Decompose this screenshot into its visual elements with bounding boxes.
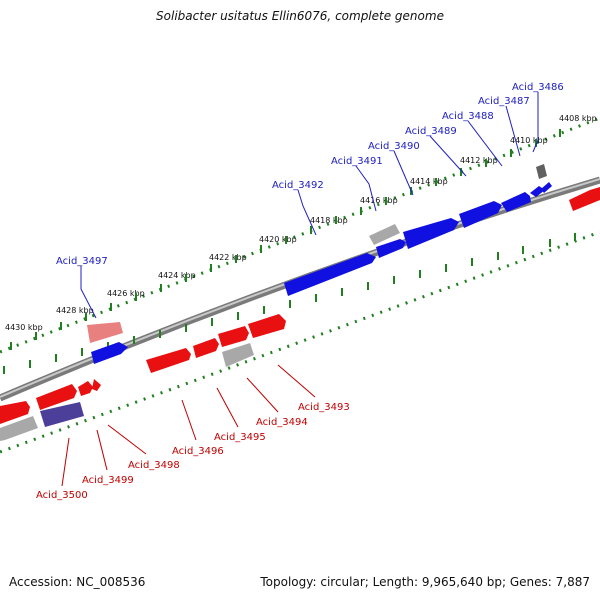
gene-acid-3491 xyxy=(376,239,406,258)
tick-label-4430: 4430 kbp xyxy=(5,323,43,332)
gene-acid-3489 xyxy=(459,201,502,228)
tick-label-4410: 4410 kbp xyxy=(510,136,548,145)
tick-label-4408: 4408 kbp xyxy=(559,114,597,123)
label-acid-3486: Acid_3486 xyxy=(512,82,564,93)
label-acid-3494: Acid_3494 xyxy=(256,417,308,428)
label-acid-3493: Acid_3493 xyxy=(298,402,350,413)
label-acid-3492: Acid_3492 xyxy=(272,180,324,191)
gene-acid-3492 xyxy=(284,253,376,296)
label-acid-3495: Acid_3495 xyxy=(214,432,266,443)
label-acid-3490: Acid_3490 xyxy=(368,141,420,152)
tick-label-4414: 4414 kbp xyxy=(410,177,448,186)
gene-acid-3498 xyxy=(78,381,93,396)
gene-acid-3497 xyxy=(91,342,128,364)
gene-rna-3500b xyxy=(0,416,38,441)
label-acid-3496: Acid_3496 xyxy=(172,446,224,457)
gene-acid-3497-rna xyxy=(87,322,123,343)
gene-acid-3500 xyxy=(0,401,30,424)
gene-acid-3488 xyxy=(501,192,531,212)
reverse-label-leaders xyxy=(61,364,316,487)
outer-ruler-ticks xyxy=(10,129,561,350)
gene-rna-3486b xyxy=(536,164,547,179)
figure-title: Solibacter usitatus Ellin6076, complete … xyxy=(156,9,444,23)
tick-label-4422: 4422 kbp xyxy=(209,253,247,262)
label-acid-3489: Acid_3489 xyxy=(405,126,457,137)
tick-label-4420: 4420 kbp xyxy=(259,235,297,244)
gene-acid-3486r xyxy=(569,187,600,211)
forward-genes xyxy=(87,164,552,364)
tick-label-4428: 4428 kbp xyxy=(56,306,94,315)
gene-acid-3496 xyxy=(146,348,191,373)
reverse-genes xyxy=(0,187,600,441)
tick-label-4424: 4424 kbp xyxy=(158,271,196,280)
label-acid-3491: Acid_3491 xyxy=(331,156,383,167)
gene-acid-3490 xyxy=(403,218,459,249)
gene-acid-3487 xyxy=(530,186,545,197)
gene-acid-3498b xyxy=(92,379,101,391)
tick-label-4426: 4426 kbp xyxy=(107,289,145,298)
forward-label-leaders xyxy=(80,92,539,319)
tick-label-4418: 4418 kbp xyxy=(310,216,348,225)
label-acid-3497: Acid_3497 xyxy=(56,256,108,267)
tick-label-4416: 4416 kbp xyxy=(360,196,398,205)
gene-acid-3499 xyxy=(36,384,77,410)
label-acid-3487: Acid_3487 xyxy=(478,96,530,107)
gene-acid-3499b xyxy=(40,402,84,427)
label-acid-3499: Acid_3499 xyxy=(82,475,134,486)
reverse-labels: Acid_3493 Acid_3494 Acid_3495 Acid_3496 … xyxy=(36,402,350,501)
gene-acid-3494 xyxy=(218,326,249,347)
topology-label: Topology: circular; Length: 9,965,640 bp… xyxy=(260,575,590,589)
gene-rna-3491b xyxy=(369,224,400,245)
gene-rna-3495b xyxy=(222,343,254,367)
label-acid-3488: Acid_3488 xyxy=(442,111,494,122)
tick-label-4412: 4412 kbp xyxy=(460,156,498,165)
label-acid-3498: Acid_3498 xyxy=(128,460,180,471)
accession-label: Accession: NC_008536 xyxy=(9,575,146,589)
inner-ruler xyxy=(0,230,600,454)
gene-acid-3493 xyxy=(248,314,286,338)
ruler-tick-labels: 4408 kbp 4410 kbp 4412 kbp 4414 kbp 4416… xyxy=(5,114,597,332)
inner-ruler-ticks xyxy=(3,233,576,374)
gene-acid-3495 xyxy=(193,338,219,358)
label-acid-3500: Acid_3500 xyxy=(36,490,88,501)
forward-labels: Acid_3486 Acid_3487 Acid_3488 Acid_3489 … xyxy=(56,82,564,267)
